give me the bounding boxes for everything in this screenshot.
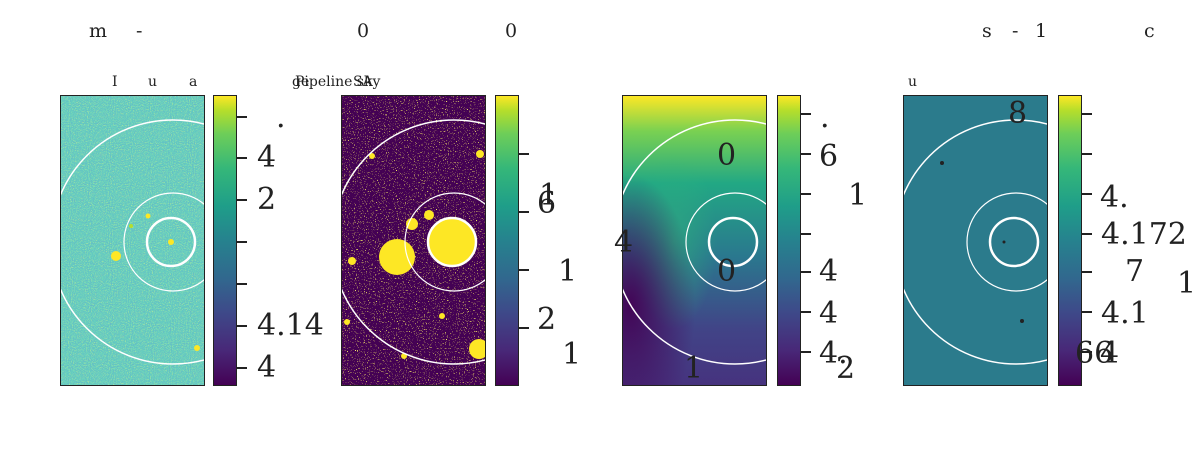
header-fragment-one: 1 <box>1035 20 1048 42</box>
colorbar-4-label: 66 <box>1075 336 1114 371</box>
panel-3-label: 1 <box>684 351 704 386</box>
colorbar-3 <box>777 95 801 386</box>
subtitle-pipeline-sky: Pipeline sky <box>295 74 381 90</box>
colorbar-3-label: . <box>820 100 830 135</box>
uniform-image-4 <box>904 96 1047 385</box>
header-fragment-dash2: - <box>1012 20 1019 42</box>
colorbar-3-label: 4 <box>819 254 839 289</box>
subtitle-fragment-u: u <box>148 74 158 90</box>
colorbar-3-tick <box>801 233 811 235</box>
colorbar-2-tick <box>519 269 529 271</box>
colorbar-3-label: 4 <box>819 296 839 331</box>
colorbar-1-tick <box>237 283 247 285</box>
colorbar-2-label: 1 <box>558 254 578 289</box>
colorbar-4-label: 1 <box>1177 266 1197 301</box>
colorbar-1-tick <box>237 199 247 201</box>
subtitle-fragment-i: I <box>112 74 118 90</box>
colorbar-4-label: 4.172 <box>1101 217 1187 252</box>
subtitle-fragment-ge: ge <box>292 74 310 90</box>
colorbar-3-label: 1 <box>848 178 868 213</box>
colorbar-4-tick <box>1082 153 1092 155</box>
panel-3-label: 0 <box>717 138 737 173</box>
background-image-3 <box>623 96 766 385</box>
colorbar-1 <box>213 95 237 386</box>
colorbar-4-label: 7 <box>1125 254 1145 289</box>
mask-image-2 <box>342 96 485 385</box>
panel-3-label: 0 <box>717 254 737 289</box>
subtitle-fragment-u2: u <box>908 74 918 90</box>
header-fragment-zero-a: 0 <box>357 20 370 42</box>
colorbar-3-tick <box>801 113 811 115</box>
colorbar-2-tick <box>519 153 529 155</box>
colorbar-4-tick <box>1082 233 1092 235</box>
panel-3-left-label: 4 <box>614 225 634 260</box>
header-fragment-s: s <box>982 20 992 42</box>
colorbar-4-tick <box>1082 311 1092 313</box>
colorbar-3-tick <box>801 193 811 195</box>
header-fragment-dash: - <box>136 20 143 42</box>
colorbar-2-label: 6 <box>537 186 557 221</box>
colorbar-1-label: 4 <box>257 350 277 385</box>
colorbar-1-tick <box>237 116 247 118</box>
colorbar-3-label: 4. <box>819 336 848 371</box>
colorbar-4-label: 4 <box>1100 336 1120 371</box>
header-fragment-c: c <box>1144 20 1155 42</box>
panel-4-label: 8 <box>1008 96 1028 131</box>
colorbar-3-tick <box>801 351 811 353</box>
colorbar-3-tick <box>801 271 811 273</box>
colorbar-2-label: 1 <box>539 178 559 213</box>
colorbar-4-tick <box>1082 193 1092 195</box>
colorbar-3-label: 6 <box>819 139 839 174</box>
colorbar-4-tick <box>1082 271 1092 273</box>
colorbar-1-label: 4 <box>257 140 277 175</box>
colorbar-4 <box>1058 95 1082 386</box>
colorbar-1-label: . <box>276 100 286 135</box>
colorbar-4-tick <box>1082 351 1092 353</box>
subtitle-fragment-a: a <box>189 74 198 90</box>
colorbar-2-label: 2 <box>537 302 557 337</box>
header-fragment-m: m <box>89 20 108 42</box>
colorbar-2-tick <box>519 327 529 329</box>
image-panel-3 <box>622 95 767 386</box>
colorbar-1-tick <box>237 367 247 369</box>
colorbar-2-label: 1 <box>562 337 582 372</box>
colorbar-1-tick <box>237 325 247 327</box>
image-panel-4 <box>903 95 1048 386</box>
colorbar-3-label: 2 <box>836 351 856 386</box>
colorbar-4-label: 4.1 <box>1101 296 1149 331</box>
header-fragment-zero-b: 0 <box>505 20 518 42</box>
image-panel-2 <box>341 95 486 386</box>
colorbar-1-label: 2 <box>257 182 277 217</box>
colorbar-1-tick <box>237 157 247 159</box>
colorbar-3-tick <box>801 153 811 155</box>
colorbar-3-tick <box>801 311 811 313</box>
colorbar-4-label: 4. <box>1100 180 1129 215</box>
noise-image-1 <box>61 96 204 385</box>
subtitle-fragment-sa: SA <box>353 74 373 90</box>
colorbar-1-tick <box>237 241 247 243</box>
colorbar-2 <box>495 95 519 386</box>
colorbar-2-tick <box>519 211 529 213</box>
colorbar-1-label: 4.14 <box>257 308 324 343</box>
colorbar-4-tick <box>1082 113 1092 115</box>
image-panel-1 <box>60 95 205 386</box>
